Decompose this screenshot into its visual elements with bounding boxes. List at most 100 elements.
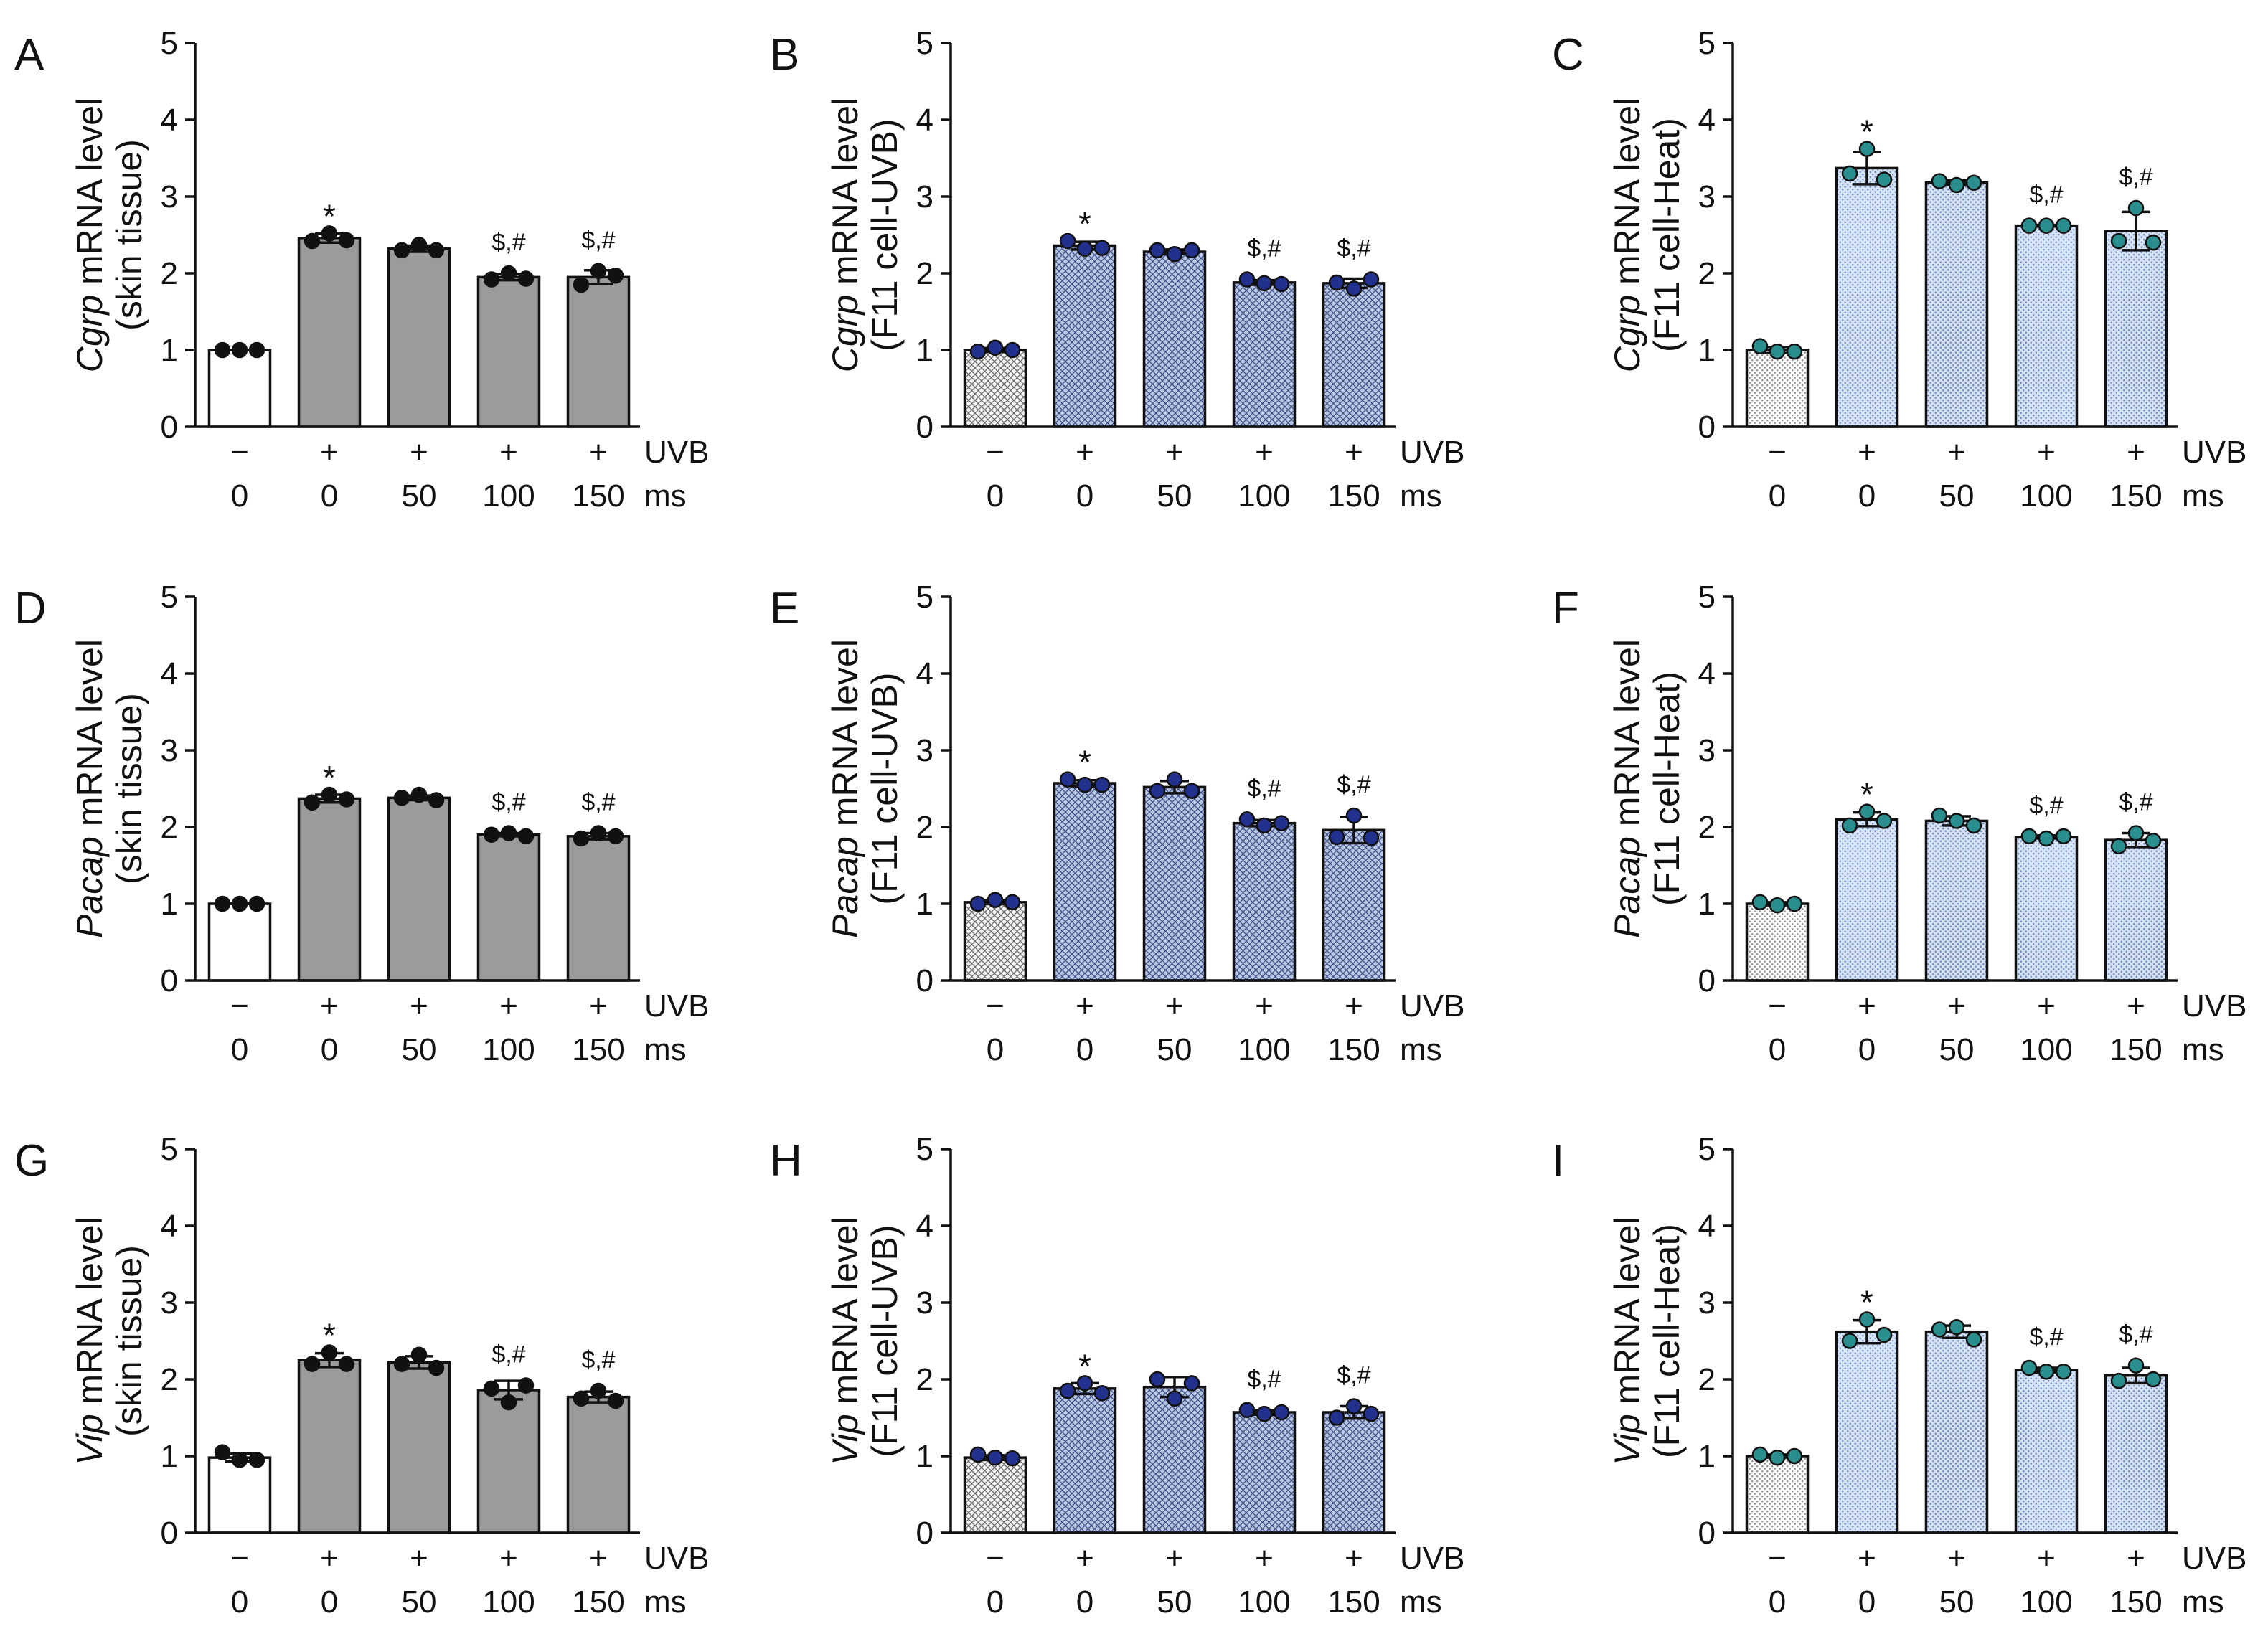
point-c-3-2 — [1948, 176, 1965, 194]
ms-label-e-3: 50 — [1157, 1032, 1192, 1067]
y-axis-measure-h: mRNA level — [825, 1217, 865, 1404]
ms-label-i-5: 150 — [2109, 1584, 2162, 1620]
y-tick-label-i-3: 3 — [1698, 1285, 1716, 1321]
point-h-1-3 — [1004, 1450, 1021, 1467]
point-h-2-1 — [1059, 1382, 1076, 1399]
annotation-h-4: $,# — [1247, 1366, 1281, 1393]
uvb-label-e-5: + — [1345, 988, 1363, 1024]
y-tick-label-c-2: 2 — [1698, 256, 1716, 291]
ms-label-d-4: 100 — [482, 1032, 535, 1067]
point-h-4-1 — [1238, 1402, 1256, 1419]
y-tick-label-f-2: 2 — [1698, 810, 1716, 845]
point-h-4-2 — [1256, 1405, 1273, 1422]
bar-c-1 — [1745, 349, 1810, 428]
uvb-row-title-c: UVB — [2182, 435, 2246, 470]
point-f-1-3 — [1786, 895, 1803, 912]
point-c-3-3 — [1965, 174, 1982, 191]
uvb-row-title-e: UVB — [1400, 988, 1464, 1024]
ms-row-title-a: ms — [644, 478, 687, 514]
uvb-label-h-5: + — [1345, 1541, 1363, 1576]
gene-name-a: Cgrp — [70, 295, 110, 372]
bar-a-3 — [387, 247, 451, 428]
uvb-label-e-2: + — [1076, 988, 1094, 1024]
bar-b-3 — [1142, 250, 1207, 428]
point-e-5-1 — [1328, 828, 1345, 846]
y-tick-label-h-2: 2 — [916, 1362, 933, 1397]
y-tick-label-f-3: 3 — [1698, 733, 1716, 768]
ms-row-title-i: ms — [2182, 1584, 2224, 1620]
ms-label-g-1: 0 — [231, 1584, 248, 1620]
ms-label-b-1: 0 — [987, 478, 1004, 514]
point-d-2-2 — [321, 786, 338, 803]
point-a-4-1 — [483, 271, 500, 288]
ms-row-title-h: ms — [1400, 1584, 1442, 1620]
uvb-label-f-1: − — [1768, 988, 1787, 1024]
annotation-a-4: $,# — [491, 229, 525, 256]
uvb-label-a-2: + — [320, 435, 339, 470]
point-f-3-1 — [1931, 807, 1948, 824]
annotation-i-2: * — [1860, 1284, 1873, 1321]
ms-row-title-d: ms — [644, 1032, 687, 1067]
point-b-4-2 — [1256, 275, 1273, 292]
point-i-2-2 — [1858, 1311, 1876, 1328]
panel-letter-b: B — [770, 30, 799, 80]
y-tick-label-i-1: 1 — [1698, 1439, 1716, 1474]
point-d-3-1 — [393, 790, 410, 806]
panel-letter-a: A — [14, 30, 44, 80]
point-g-3-2 — [410, 1346, 428, 1364]
point-g-1-2 — [231, 1452, 248, 1468]
bar-d-1 — [207, 902, 272, 982]
point-h-2-2 — [1076, 1375, 1093, 1392]
annotation-b-4: $,# — [1247, 235, 1281, 263]
y-axis-title-f: Pacap mRNA level — [1607, 639, 1647, 938]
ms-label-a-1: 0 — [231, 478, 248, 514]
bar-b-1 — [963, 349, 1027, 428]
gene-name-h: Vip — [825, 1414, 865, 1465]
bar-f-4 — [2014, 836, 2079, 982]
point-e-1-2 — [987, 892, 1004, 908]
uvb-label-f-4: + — [2037, 988, 2056, 1024]
uvb-label-h-4: + — [1255, 1541, 1274, 1576]
point-b-1-1 — [969, 343, 987, 360]
annotation-b-2: * — [1078, 205, 1091, 242]
ms-label-e-1: 0 — [987, 1032, 1004, 1067]
point-i-2-3 — [1876, 1326, 1893, 1343]
uvb-label-a-4: + — [499, 435, 518, 470]
uvb-row-title-g: UVB — [644, 1541, 709, 1576]
annotation-c-2: * — [1860, 113, 1873, 151]
uvb-label-g-3: + — [410, 1541, 428, 1576]
point-b-3-1 — [1149, 242, 1166, 259]
y-axis-title-a: Cgrp mRNA level — [70, 98, 110, 372]
y-axis-sample-h: (F11 cell-UVB) — [865, 1224, 905, 1457]
y-tick-label-h-5: 5 — [916, 1132, 933, 1167]
y-axis-sample-f: (F11 cell-Heat) — [1647, 671, 1687, 906]
uvb-label-c-1: − — [1768, 435, 1787, 470]
ms-label-i-3: 50 — [1939, 1584, 1975, 1620]
point-c-5-3 — [2145, 234, 2162, 251]
point-f-3-2 — [1948, 813, 1965, 829]
ms-label-e-2: 0 — [1076, 1032, 1093, 1067]
point-c-4-1 — [2020, 217, 2038, 234]
point-g-1-3 — [248, 1452, 265, 1468]
ms-label-g-2: 0 — [321, 1584, 338, 1620]
bar-i-2 — [1835, 1330, 1899, 1534]
y-tick-label-g-2: 2 — [161, 1362, 178, 1397]
bar-h-2 — [1053, 1387, 1117, 1534]
uvb-label-g-2: + — [320, 1541, 339, 1576]
point-f-5-3 — [2145, 833, 2162, 849]
y-tick-label-f-5: 5 — [1698, 580, 1716, 615]
uvb-label-h-3: + — [1165, 1541, 1184, 1576]
point-e-2-3 — [1093, 776, 1111, 793]
point-i-5-2 — [2127, 1357, 2145, 1374]
point-g-5-1 — [573, 1390, 590, 1407]
point-f-4-2 — [2038, 830, 2055, 847]
y-tick-label-f-0: 0 — [1698, 963, 1716, 998]
gene-name-g: Vip — [70, 1414, 110, 1465]
point-f-2-1 — [1841, 817, 1858, 834]
ms-label-c-5: 150 — [2109, 478, 2162, 514]
ms-label-h-5: 150 — [1327, 1584, 1380, 1620]
point-i-5-1 — [2110, 1372, 2127, 1389]
